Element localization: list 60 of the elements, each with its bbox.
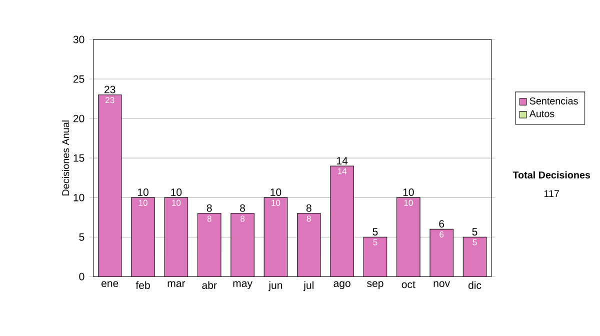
- data-label: 10: [172, 200, 181, 206]
- bar: [98, 94, 122, 277]
- legend-label: Autos: [529, 110, 554, 118]
- total-label: 6: [439, 220, 444, 228]
- x-tick-label: nov: [434, 281, 450, 288]
- data-label: 8: [207, 216, 212, 222]
- bar: [462, 236, 487, 277]
- x-tick-label: feb: [136, 281, 150, 290]
- data-label: 8: [240, 216, 245, 222]
- x-tick-label: may: [233, 281, 252, 290]
- data-label: 23: [106, 97, 114, 104]
- data-label: 5: [472, 239, 477, 246]
- bar: [230, 213, 254, 277]
- bar: [396, 198, 420, 277]
- total-label: 5: [472, 228, 478, 236]
- x-tick-label: oct: [402, 281, 416, 288]
- x-tick-label: mar: [168, 281, 186, 288]
- y-axis-title: Decisiones Anual: [62, 120, 70, 196]
- x-tick-label: jul: [303, 281, 314, 292]
- data-label: 14: [338, 168, 347, 174]
- bar: [297, 213, 321, 277]
- text: 117: [544, 190, 559, 198]
- legend-label: Sentencias: [530, 97, 578, 105]
- bar: [430, 229, 454, 277]
- total-label: 10: [171, 188, 182, 196]
- y-tick-label: 0: [79, 272, 84, 280]
- bar: [364, 237, 387, 277]
- y-tick-label: 30: [73, 36, 84, 44]
- bar: [198, 213, 221, 277]
- data-label: 10: [404, 200, 413, 206]
- text: Total Decisiones: [512, 171, 590, 179]
- bar: [164, 198, 188, 277]
- y-tick-label: 10: [74, 194, 84, 202]
- total-label: 8: [206, 204, 212, 212]
- data-label: 8: [306, 216, 311, 222]
- x-tick-label: jun: [268, 281, 282, 292]
- total-label: 10: [270, 188, 282, 196]
- bar: [264, 198, 288, 277]
- x-tick-label: abr: [202, 281, 217, 290]
- x-tick-label: ago: [334, 281, 350, 290]
- total-label: 10: [138, 188, 148, 196]
- x-tick-label: ene: [102, 281, 118, 288]
- total-label: 23: [104, 86, 116, 94]
- bar: [131, 198, 155, 277]
- y-tick-label: 5: [79, 233, 84, 241]
- total-label: 5: [372, 228, 378, 236]
- x-tick-label: dic: [468, 281, 482, 290]
- total-label: 14: [337, 157, 348, 164]
- total-label: 8: [306, 204, 312, 212]
- total-label: 8: [240, 204, 246, 212]
- data-label: 5: [373, 239, 378, 246]
- y-tick-label: 25: [73, 75, 84, 83]
- y-tick-label: 15: [74, 154, 84, 162]
- y-tick-label: 20: [73, 114, 84, 122]
- total-label: 10: [403, 188, 414, 196]
- x-tick-label: sep: [367, 281, 384, 290]
- data-label: 10: [138, 200, 148, 206]
- bar: [330, 166, 354, 277]
- data-label: 6: [440, 231, 444, 238]
- data-label: 10: [272, 200, 280, 206]
